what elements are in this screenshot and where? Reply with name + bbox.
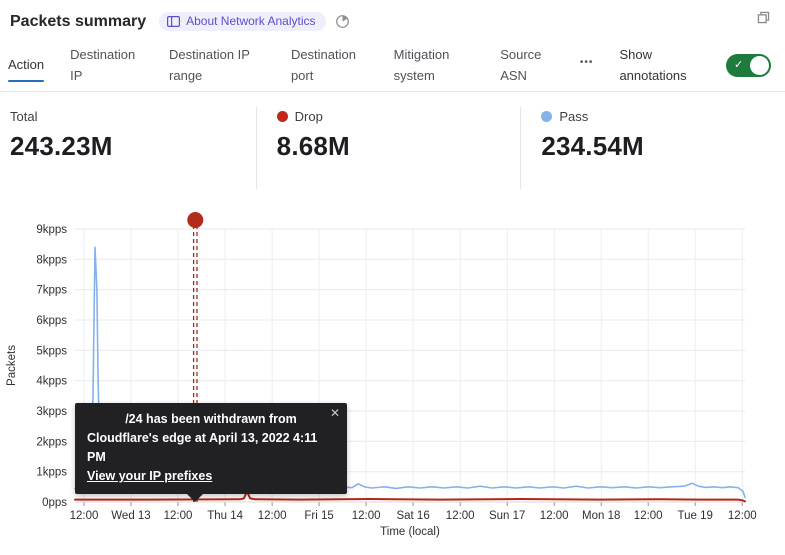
svg-text:12:00: 12:00 (634, 510, 663, 522)
tab-mitigation-system[interactable]: Mitigation system (394, 45, 475, 85)
tab-destination-ip-range[interactable]: Destination IP range (169, 45, 265, 85)
view-ip-prefixes-link[interactable]: View your IP prefixes (87, 469, 213, 483)
pass-legend-dot (541, 111, 553, 122)
svg-text:3kpps: 3kpps (36, 406, 67, 418)
svg-text:12:00: 12:00 (540, 510, 569, 522)
svg-text:Sun 17: Sun 17 (489, 510, 525, 522)
svg-text:7kpps: 7kpps (36, 285, 67, 297)
tab-destination-ip[interactable]: Destination IP (70, 45, 143, 85)
svg-text:9kpps: 9kpps (36, 224, 67, 236)
svg-text:Thu 14: Thu 14 (207, 510, 243, 522)
series-drop (74, 490, 746, 503)
data-freshness-icon[interactable] (335, 14, 350, 29)
dimension-tabbar: Action Destination IP Destination IP ran… (0, 34, 785, 92)
svg-text:Sat 16: Sat 16 (396, 510, 429, 522)
show-annotations-toggle[interactable]: ✓ (726, 54, 771, 77)
stat-drop-value: 8.68M (276, 131, 350, 161)
svg-text:5kpps: 5kpps (36, 345, 67, 357)
stat-drop-label: Drop (294, 109, 323, 124)
annotation-marker (187, 212, 204, 502)
stat-pass-label: Pass (559, 109, 589, 124)
stat-total-value: 243.23M (10, 131, 113, 161)
svg-text:4kpps: 4kpps (36, 376, 67, 388)
stat-total: Total 243.23M (0, 107, 256, 189)
svg-text:2kpps: 2kpps (36, 436, 67, 448)
svg-text:8kpps: 8kpps (36, 254, 67, 266)
panel-header: Packets summary About Network Analytics (0, 0, 785, 34)
svg-text:12:00: 12:00 (352, 510, 381, 522)
annotation-text-line2: Cloudflare's edge at April 13, 2022 4:11… (87, 431, 318, 464)
summary-stats: Total 243.23M Drop 8.68M Pass 234.54M (0, 92, 785, 189)
tab-destination-port[interactable]: Destination port (291, 45, 368, 85)
book-icon (167, 15, 181, 27)
toggle-knob (750, 56, 769, 75)
stat-pass: Pass 234.54M (520, 107, 785, 189)
more-tabs-icon[interactable]: ••• (580, 57, 594, 74)
expand-panel-icon[interactable] (756, 10, 771, 25)
svg-text:12:00: 12:00 (446, 510, 475, 522)
annotation-text-line1: /24 has been withdrawn from (125, 412, 297, 426)
svg-text:1kpps: 1kpps (36, 467, 67, 479)
annotation-tooltip: ✕ /24 has been withdrawn from Cloudflare… (75, 403, 347, 502)
svg-text:0pps: 0pps (42, 497, 67, 509)
stat-pass-value: 234.54M (541, 131, 644, 161)
check-icon: ✓ (734, 59, 744, 71)
svg-text:12:00: 12:00 (728, 510, 757, 522)
annotation-dot (187, 212, 204, 228)
svg-text:12:00: 12:00 (164, 510, 193, 522)
about-badge-label: About Network Analytics (186, 14, 316, 28)
close-icon[interactable]: ✕ (329, 406, 340, 420)
svg-text:Tue 19: Tue 19 (678, 510, 713, 522)
stat-drop: Drop 8.68M (255, 107, 521, 189)
about-network-analytics-link[interactable]: About Network Analytics (159, 12, 326, 31)
stat-total-label: Total (10, 109, 38, 124)
svg-text:Fri 15: Fri 15 (304, 510, 333, 522)
packets-line-chart-svg[interactable]: 0pps 1kpps 2kpps 3kpps 4kpps 5kpps 6kpps 7kpps 8… (0, 210, 785, 555)
svg-text:Wed 13: Wed 13 (111, 510, 150, 522)
active-tab-underline (8, 79, 45, 82)
drop-legend-dot (276, 111, 288, 122)
svg-text:6kpps: 6kpps (36, 315, 67, 327)
tab-source-asn[interactable]: Source ASN (500, 45, 554, 85)
svg-text:12:00: 12:00 (70, 510, 99, 522)
tab-action[interactable]: Action (8, 55, 45, 82)
show-annotations-label: Show annotations (619, 47, 687, 83)
svg-text:12:00: 12:00 (258, 510, 287, 522)
svg-text:Mon 18: Mon 18 (582, 510, 620, 522)
y-axis-title: Packets (6, 345, 18, 386)
x-axis-title: Time (local) (380, 526, 440, 538)
packets-chart[interactable]: 0pps 1kpps 2kpps 3kpps 4kpps 5kpps 6kpps 7kpps 8… (0, 210, 785, 555)
page-title: Packets summary (10, 12, 147, 30)
